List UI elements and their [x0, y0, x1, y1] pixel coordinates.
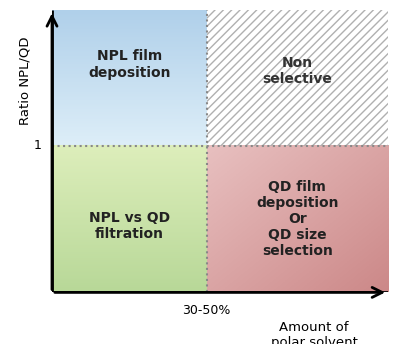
Text: NPL film
deposition: NPL film deposition [88, 50, 170, 79]
Text: QD film
deposition
Or
QD size
selection: QD film deposition Or QD size selection [256, 180, 338, 258]
Text: 30-50%: 30-50% [182, 304, 231, 317]
Bar [206, 10, 388, 146]
Text: Non
selective: Non selective [262, 56, 332, 86]
Text: 1: 1 [34, 139, 42, 152]
Text: Amount of
polar solvent: Amount of polar solvent [271, 321, 358, 344]
Text: NPL vs QD
filtration: NPL vs QD filtration [89, 211, 170, 241]
Text: Ratio NPL/QD: Ratio NPL/QD [19, 36, 32, 125]
Bar [206, 10, 388, 146]
